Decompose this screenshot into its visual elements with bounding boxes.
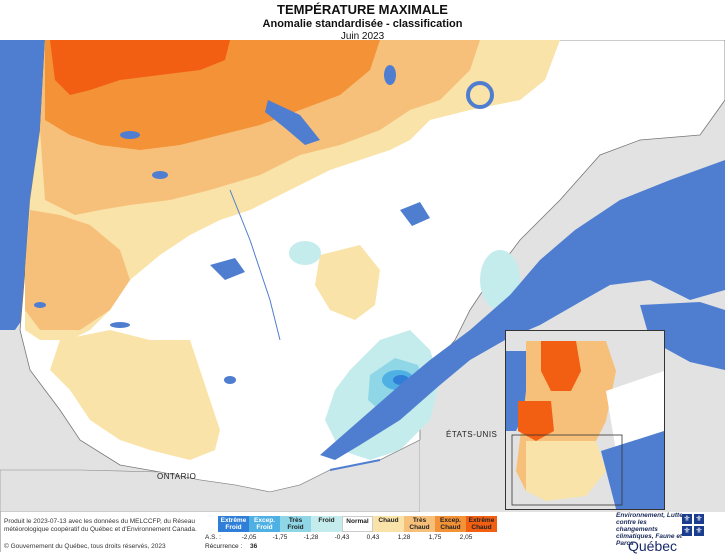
legend-class-1: Excep. Froid [249,516,280,532]
lac-saint-jean [400,202,430,226]
james-bay-water [0,40,45,330]
legend-class-8: Extrême Chaud [466,516,497,532]
legend-threshold-0: -2,05 [241,534,257,541]
st-lawrence-water [320,160,725,460]
map-subtitle: Anomalie standardisée - classification [262,18,463,30]
region-chaud-center [315,245,380,320]
legend-classes: Extrême Froid Excep. Froid Très Froid Froid… [218,516,497,540]
logo-ministry-text: Environnement, Lutte contre les changeme… [616,512,683,547]
lake-west-3 [34,302,46,308]
legend-threshold-6: 1,75 [428,534,442,541]
lake-west-2 [152,171,168,179]
region-chaud-southwest [50,330,220,460]
legend-as-label: A.S. : [205,534,221,541]
lake-west-4 [110,322,130,328]
lake-mistassini [265,100,320,145]
inset-map-svg [506,331,664,509]
copyright-credit: © Gouvernement du Québec, tous droits ré… [4,543,166,550]
legend-class-2: Très Froid [280,516,311,532]
legend-class-0: Extrême Froid [218,516,249,532]
gulf-water [640,302,725,370]
lake-south-1 [224,376,236,384]
inset-extreme-chaud-west [518,401,554,441]
quebec-map-svg [0,40,725,512]
map-title: TEMPÉRATURE MAXIMALE [277,2,448,17]
river-1 [229,189,281,341]
inset-extent-box [511,434,623,506]
legend-class-5: Chaud [373,516,404,532]
production-credit: Produit le 2023-07-13 avec les données d… [4,518,197,533]
inset-chaud [526,441,606,501]
map-header: TEMPÉRATURE MAXIMALE Anomalie standardis… [0,0,725,42]
legend-threshold-3: -0,43 [334,534,350,541]
label-ontario: ONTARIO [157,472,197,481]
gouin-reservoir [210,258,245,280]
us-east-land [420,370,505,512]
inset-map [505,330,665,510]
legend-recurrence-value: 36 [250,543,258,550]
label-etats-unis: ÉTATS-UNIS [446,430,498,439]
region-extreme-chaud [50,40,230,95]
region-tres-chaud-west [25,210,130,330]
region-froid-small [289,241,321,265]
legend-threshold-1: -1,75 [272,534,288,541]
inset-extreme-chaud [541,341,581,391]
legend-class-7: Excep. Chaud [435,516,466,532]
legend-thresholds: -2,05 -1,75 -1,28 -0,43 0,43 1,28 1,75 2,05 [218,534,518,542]
legend-class-6: Très Chaud [404,516,435,532]
lake-west-1 [120,131,140,139]
legend-threshold-4: 0,43 [366,534,380,541]
legend-threshold-2: -1,28 [303,534,319,541]
map-date: Juin 2023 [340,31,385,42]
legend-threshold-5: 1,28 [397,534,411,541]
manicouagan-reservoir [466,81,494,109]
map-footer: Produit le 2023-07-13 avec les données d… [0,512,725,554]
inset-gulf-water [601,431,664,509]
quebec-logo: Environnement, Lutte contre les changeme… [608,512,723,554]
logo-quebec-name: Québec [628,538,678,554]
main-map: ÉTATS-UNIS ONTARIO [0,40,725,512]
legend-class-4: Normal [342,516,373,532]
ottawa-river [329,459,381,471]
legend-recurrence-label: Récurrence : [205,543,243,550]
legend-class-3: Froid [311,516,342,532]
fleur-de-lis-icon: ⚜ ⚜ ⚜ ⚜ [682,514,704,536]
footer-divider [0,512,9,552]
lake-north-1 [384,65,396,85]
legend-threshold-7: 2,05 [459,534,473,541]
